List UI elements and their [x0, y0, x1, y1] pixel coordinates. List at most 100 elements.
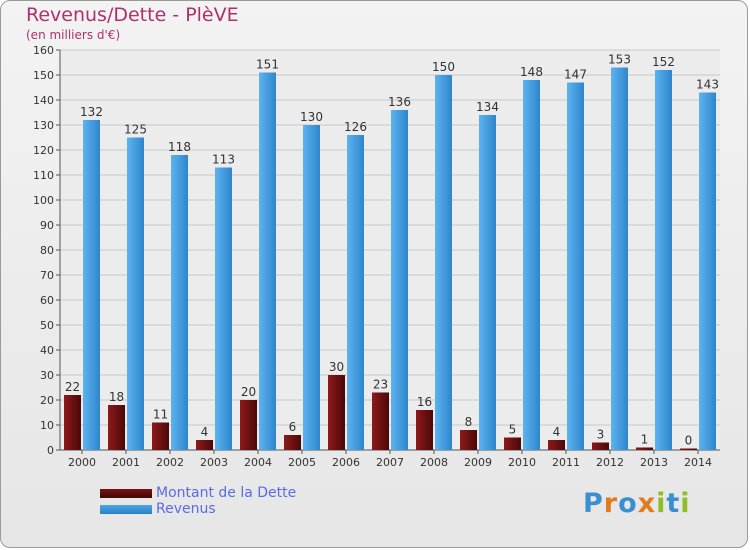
data-label-dette: 4: [553, 425, 561, 439]
data-label-revenus: 143: [696, 78, 719, 92]
bar-revenus: [699, 92, 716, 450]
y-tick-label: 10: [40, 419, 54, 432]
x-tick-label: 2013: [640, 456, 668, 469]
data-label-revenus: 125: [124, 123, 147, 137]
y-tick-label: 30: [40, 369, 54, 382]
data-label-revenus: 147: [564, 68, 587, 82]
y-tick-label: 160: [33, 44, 54, 57]
y-tick-label: 0: [47, 444, 54, 457]
y-tick-label: 70: [40, 269, 54, 282]
proxiti-logo: Proxiti: [583, 488, 691, 519]
bar-dette: [108, 405, 125, 450]
logo-letter: r: [603, 488, 619, 519]
x-tick-label: 2014: [684, 456, 712, 469]
bar-revenus: [171, 155, 188, 450]
bar-dette: [592, 442, 609, 450]
x-tick-label: 2010: [508, 456, 536, 469]
bar-dette: [636, 447, 653, 450]
data-label-revenus: 150: [432, 60, 455, 74]
legend-swatch-dette: [100, 489, 152, 498]
bar-dette: [240, 400, 257, 450]
x-tick-label: 2009: [464, 456, 492, 469]
data-label-dette: 3: [597, 428, 605, 442]
x-tick-label: 2011: [552, 456, 580, 469]
y-tick-label: 140: [33, 94, 54, 107]
bar-revenus: [215, 167, 232, 450]
bar-dette: [504, 437, 521, 450]
y-tick-label: 60: [40, 294, 54, 307]
x-tick-label: 2012: [596, 456, 624, 469]
bar-dette: [372, 392, 389, 450]
y-tick-label: 20: [40, 394, 54, 407]
data-label-dette: 5: [509, 423, 517, 437]
data-label-dette: 22: [65, 380, 80, 394]
bar-dette: [680, 448, 697, 450]
x-tick-label: 2006: [332, 456, 360, 469]
data-label-dette: 11: [153, 408, 168, 422]
legend-label-dette: Montant de la Dette: [156, 485, 297, 501]
x-tick-label: 2002: [156, 456, 184, 469]
data-label-dette: 0: [685, 434, 693, 448]
bar-dette: [196, 440, 213, 450]
data-label-revenus: 153: [608, 53, 631, 67]
x-tick-label: 2005: [288, 456, 316, 469]
data-label-revenus: 118: [168, 140, 191, 154]
data-label-revenus: 152: [652, 55, 675, 69]
bar-revenus: [435, 75, 452, 450]
bar-revenus: [655, 70, 672, 450]
bar-revenus: [611, 67, 628, 450]
data-label-dette: 30: [329, 360, 344, 374]
data-label-dette: 6: [289, 420, 297, 434]
bar-dette: [328, 375, 345, 450]
y-tick-label: 110: [33, 169, 54, 182]
data-label-revenus: 130: [300, 110, 323, 124]
x-tick-label: 2004: [244, 456, 272, 469]
x-tick-label: 2000: [68, 456, 96, 469]
bar-revenus: [391, 110, 408, 450]
chart-subtitle: (en milliers d'€): [26, 28, 121, 42]
data-label-revenus: 134: [476, 100, 499, 114]
logo-letter: t: [666, 488, 681, 519]
bar-dette: [152, 422, 169, 450]
data-label-dette: 20: [241, 385, 256, 399]
logo-letter: x: [637, 488, 657, 519]
logo-letter: i: [656, 488, 667, 519]
legend-swatch-revenus: [100, 505, 152, 514]
data-label-revenus: 151: [256, 58, 279, 72]
data-label-dette: 16: [417, 395, 432, 409]
data-label-revenus: 113: [212, 153, 235, 167]
chart-title: Revenus/Dette - PlèVE: [26, 4, 239, 26]
bar-dette: [548, 440, 565, 450]
x-tick-label: 2008: [420, 456, 448, 469]
data-label-revenus: 126: [344, 120, 367, 134]
x-tick-label: 2001: [112, 456, 140, 469]
bar-revenus: [347, 135, 364, 450]
bar-revenus: [127, 137, 144, 450]
legend-label-revenus: Revenus: [156, 501, 216, 517]
y-tick-label: 100: [33, 194, 54, 207]
y-tick-label: 150: [33, 69, 54, 82]
bar-revenus: [523, 80, 540, 450]
y-tick-label: 130: [33, 119, 54, 132]
data-label-revenus: 132: [80, 105, 103, 119]
data-label-revenus: 148: [520, 65, 543, 79]
logo-letter: P: [583, 488, 604, 519]
data-label-dette: 4: [201, 425, 209, 439]
data-label-revenus: 136: [388, 95, 411, 109]
y-tick-label: 80: [40, 244, 54, 257]
bar-revenus: [259, 72, 276, 450]
bar-dette: [460, 430, 477, 450]
data-label-dette: 1: [641, 433, 649, 447]
x-tick-label: 2007: [376, 456, 404, 469]
y-tick-label: 90: [40, 219, 54, 232]
bar-dette: [284, 435, 301, 450]
bar-revenus: [303, 125, 320, 450]
bar-dette: [416, 410, 433, 450]
x-tick-label: 2003: [200, 456, 228, 469]
logo-letter: o: [618, 488, 638, 519]
y-tick-label: 50: [40, 319, 54, 332]
y-tick-label: 120: [33, 144, 54, 157]
bar-revenus: [567, 82, 584, 450]
bar-revenus: [479, 115, 496, 450]
